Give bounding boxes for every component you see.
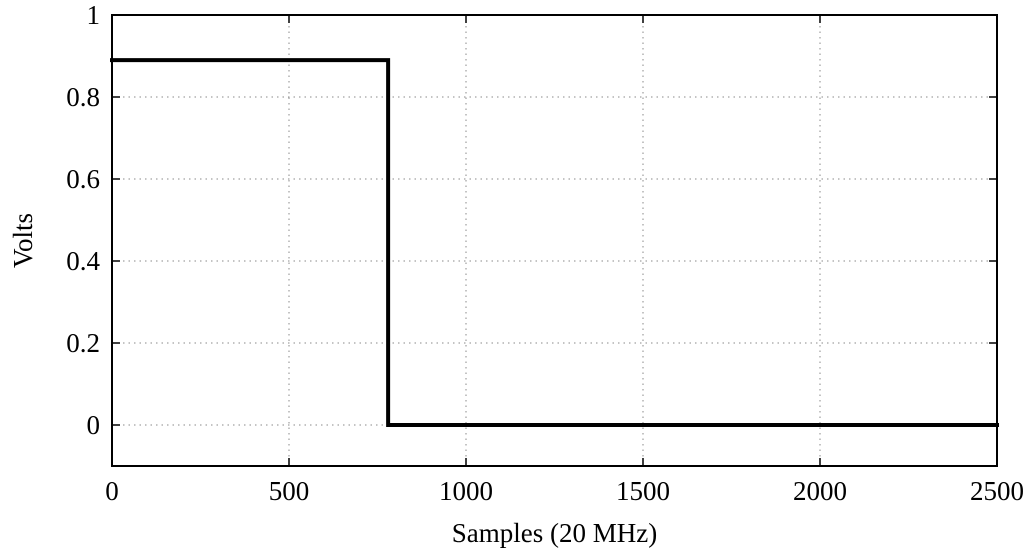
x-tick-label: 500: [269, 476, 310, 506]
x-tick-label: 0: [105, 476, 119, 506]
y-tick-labels: 0 0.2 0.4 0.6 0.8 1: [66, 0, 100, 440]
y-tick-label: 0.6: [66, 164, 100, 194]
y-tick-label: 0: [87, 410, 101, 440]
ticks: [111, 14, 998, 466]
x-tick-label: 2000: [793, 476, 847, 506]
y-tick-label: 0.4: [66, 246, 100, 276]
series: [110, 58, 999, 427]
y-axis-title: Volts: [8, 213, 38, 268]
series-line: [110, 58, 999, 427]
plot-frame: [111, 14, 998, 467]
x-tick-labels: 0 500 1000 1500 2000 2500: [105, 476, 1024, 506]
y-tick-label: 0.8: [66, 82, 100, 112]
grid: [112, 15, 997, 466]
y-tick-label: 0.2: [66, 328, 100, 358]
x-tick-label: 1500: [616, 476, 670, 506]
x-axis-title: Samples (20 MHz): [452, 518, 657, 548]
x-tick-label: 2500: [970, 476, 1024, 506]
y-tick-label: 1: [87, 0, 101, 30]
x-tick-label: 1000: [439, 476, 493, 506]
